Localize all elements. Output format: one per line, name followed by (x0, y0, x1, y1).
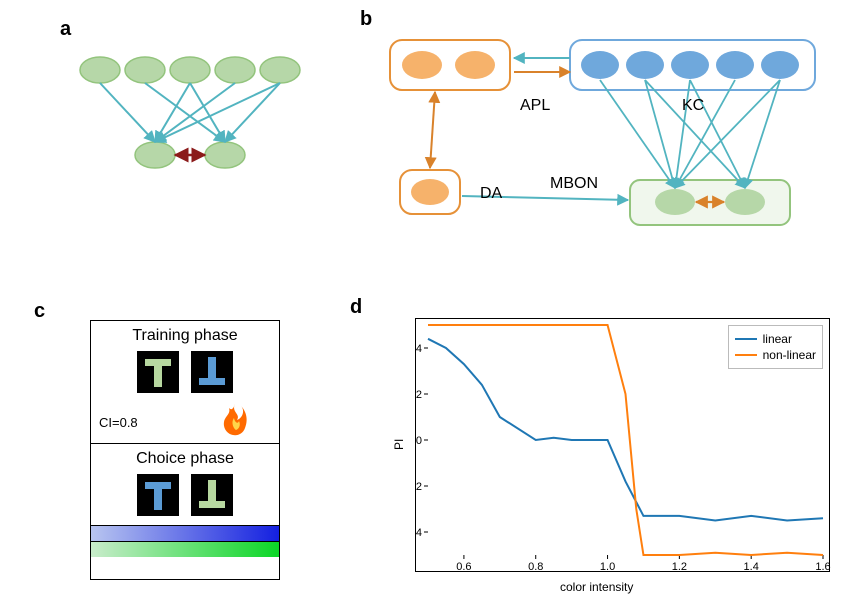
svg-text:1.4: 1.4 (744, 561, 759, 573)
legend-swatch (735, 354, 757, 356)
t-icon-green-down (191, 474, 233, 521)
choice-icons-row (91, 470, 279, 525)
fire-icon (219, 402, 279, 443)
svg-text:-0.4: -0.4 (416, 527, 422, 539)
t-icon-green-up (137, 351, 179, 398)
legend-swatch (735, 338, 757, 340)
svg-text:0.8: 0.8 (528, 561, 543, 573)
t-icon-blue-up (137, 474, 179, 521)
t-icon-blue-down (191, 351, 233, 398)
legend-label: non-linear (763, 348, 816, 362)
choice-phase-title: Choice phase (91, 444, 279, 470)
legend-row-nonlinear: non-linear (735, 348, 816, 362)
legend-row-linear: linear (735, 332, 816, 346)
panel-label-a: a (60, 18, 71, 41)
panel-label-c: c (34, 300, 45, 323)
y-axis-label: PI (392, 439, 406, 450)
x-axis-label: color intensity (560, 580, 633, 594)
legend-label: linear (763, 332, 792, 346)
svg-text:-0.2: -0.2 (416, 481, 422, 493)
svg-text:APL: APL (520, 97, 550, 114)
gradient-bar-green (91, 541, 279, 557)
ci-label: CI=0.8 (91, 415, 219, 430)
panel-d-chart: 0.6 0.8 1.0 1.2 1.4 1.6 -0.4 -0.2 0.0 0.2 0.4 line… (415, 318, 830, 572)
svg-text:DA: DA (480, 185, 503, 202)
panel-label-b: b (360, 8, 372, 31)
svg-text:1.0: 1.0 (600, 561, 615, 573)
panel-label-d: d (350, 296, 362, 319)
svg-text:MBON: MBON (550, 175, 598, 192)
panel-b-diagram: APL KC DA MBON (380, 30, 830, 245)
training-icons-row (91, 347, 279, 402)
chart-legend: linear non-linear (728, 325, 823, 369)
svg-text:1.6: 1.6 (815, 561, 830, 573)
svg-text:0.6: 0.6 (456, 561, 471, 573)
svg-text:0.0: 0.0 (416, 435, 422, 447)
gradient-bar-blue (91, 525, 279, 541)
svg-text:1.2: 1.2 (672, 561, 687, 573)
training-phase-title: Training phase (91, 321, 279, 347)
panel-c-box: Training phase CI=0.8 Choice phase (90, 320, 280, 580)
svg-text:0.2: 0.2 (416, 389, 422, 401)
svg-text:KC: KC (682, 97, 704, 114)
panel-a-diagram (70, 50, 320, 195)
svg-text:0.4: 0.4 (416, 343, 422, 355)
